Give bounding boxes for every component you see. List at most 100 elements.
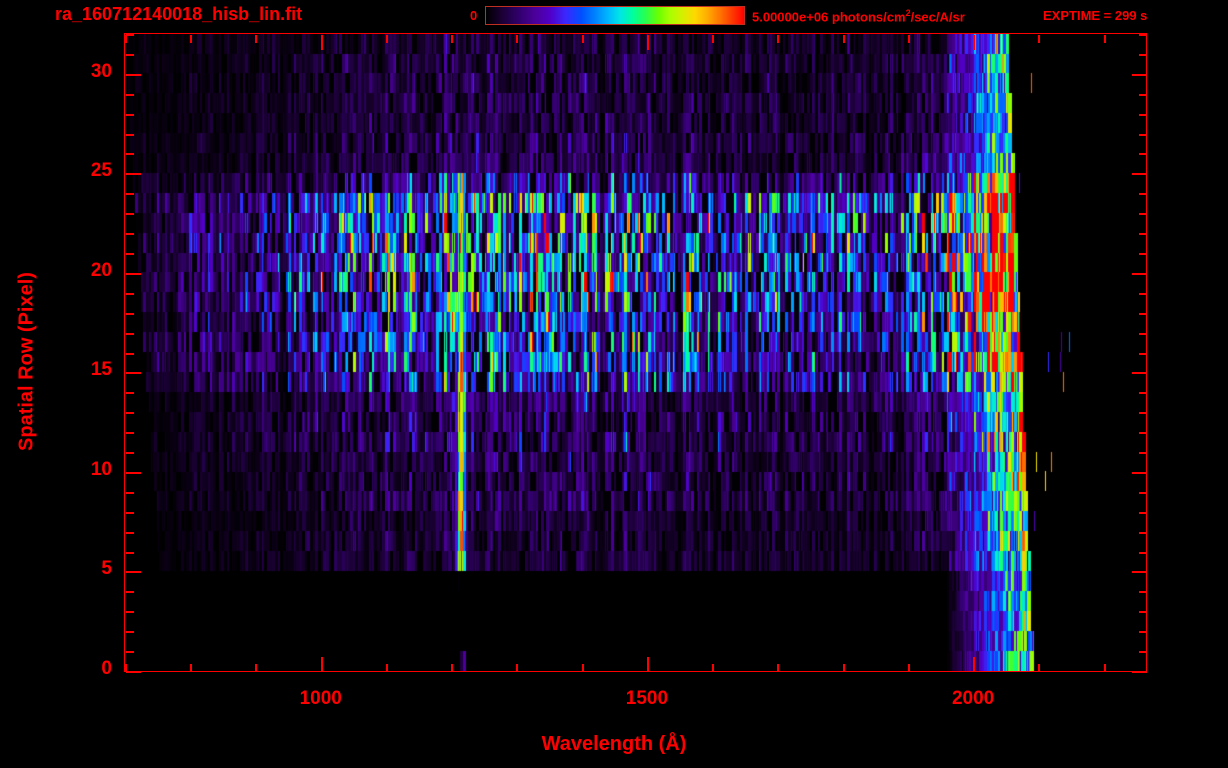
x-tick-label: 2000 — [951, 688, 995, 709]
y-major-tick-right — [1132, 273, 1147, 275]
y-minor-tick-right — [1139, 631, 1147, 633]
header-bar: ra_160712140018_hisb_lin.fit 0 5.00000e+… — [0, 0, 1228, 32]
y-minor-tick-right — [1139, 432, 1147, 434]
y-tick-label: 10 — [90, 458, 112, 480]
y-minor-tick — [126, 333, 134, 335]
y-major-tick — [126, 74, 141, 76]
y-minor-tick — [126, 651, 134, 653]
x-major-tick — [321, 657, 323, 672]
y-tick-label: 30 — [90, 60, 112, 82]
y-minor-tick — [126, 611, 134, 613]
x-minor-tick — [386, 664, 388, 672]
y-minor-tick — [126, 193, 134, 195]
y-minor-tick — [126, 94, 134, 96]
y-major-tick — [126, 571, 141, 573]
y-minor-tick-right — [1139, 591, 1147, 593]
y-minor-tick — [126, 233, 134, 235]
y-tick-label: 0 — [101, 658, 112, 679]
x-major-tick-top — [647, 35, 649, 50]
y-minor-tick — [126, 492, 134, 494]
x-minor-tick-top — [125, 35, 127, 43]
x-minor-tick-top — [451, 35, 453, 43]
y-major-tick-right — [1132, 372, 1147, 374]
y-minor-tick — [126, 532, 134, 534]
x-tick-label: 1500 — [625, 688, 669, 709]
colorbar-min-label: 0 — [470, 8, 478, 23]
y-tick-label: 20 — [90, 259, 112, 281]
y-minor-tick — [126, 591, 134, 593]
y-minor-tick-right — [1139, 552, 1147, 554]
y-minor-tick-right — [1139, 512, 1147, 514]
y-axis-title: Spatial Row (Pixel) — [15, 272, 38, 451]
y-minor-tick-right — [1139, 651, 1147, 653]
x-minor-tick-top — [908, 35, 910, 43]
plot-frame — [124, 33, 1147, 673]
y-tick-label: 5 — [101, 558, 112, 580]
x-minor-tick-top — [516, 35, 518, 43]
y-major-tick — [126, 173, 141, 175]
x-minor-tick-top — [190, 35, 192, 43]
y-minor-tick — [126, 313, 134, 315]
x-minor-tick-top — [1104, 35, 1106, 43]
y-minor-tick — [126, 114, 134, 116]
y-minor-tick-right — [1139, 313, 1147, 315]
y-minor-tick-right — [1139, 114, 1147, 116]
colorbar-max-exponent: 2 — [905, 8, 911, 18]
colorbar-max-mantissa: 5.00000e+06 photons/cm — [752, 9, 906, 25]
y-major-tick-right — [1132, 74, 1147, 76]
y-minor-tick — [126, 54, 134, 56]
y-minor-tick-right — [1139, 54, 1147, 56]
y-minor-tick — [126, 134, 134, 136]
x-major-tick-top — [321, 35, 323, 50]
colorbar-gradient — [485, 6, 745, 25]
y-minor-tick — [126, 253, 134, 255]
x-minor-tick — [908, 664, 910, 672]
y-minor-tick-right — [1139, 333, 1147, 335]
y-minor-tick-right — [1139, 134, 1147, 136]
x-minor-tick — [1104, 664, 1106, 672]
y-minor-tick-right — [1139, 193, 1147, 195]
y-minor-tick-right — [1139, 452, 1147, 454]
y-minor-tick — [126, 452, 134, 454]
y-minor-tick — [126, 631, 134, 633]
x-minor-tick — [451, 664, 453, 672]
x-minor-tick — [125, 664, 127, 672]
x-minor-tick — [1038, 664, 1040, 672]
y-minor-tick-right — [1139, 532, 1147, 534]
y-minor-tick-right — [1139, 392, 1147, 394]
x-major-tick — [647, 657, 649, 672]
y-minor-tick-right — [1139, 492, 1147, 494]
y-minor-tick — [126, 213, 134, 215]
y-minor-tick-right — [1139, 253, 1147, 255]
colorbar-max-label: 5.00000e+06 photons/cm2/sec/A/sr — [752, 8, 965, 24]
y-minor-tick — [126, 34, 134, 36]
y-minor-tick — [126, 432, 134, 434]
x-minor-tick-top — [582, 35, 584, 43]
x-major-tick-top — [973, 35, 975, 50]
x-minor-tick-top — [1038, 35, 1040, 43]
y-minor-tick-right — [1139, 233, 1147, 235]
x-minor-tick — [255, 664, 257, 672]
x-minor-tick — [777, 664, 779, 672]
y-major-tick-right — [1132, 571, 1147, 573]
y-minor-tick — [126, 412, 134, 414]
colorbar-max-tail: /sec/A/sr — [910, 9, 965, 25]
y-major-tick — [126, 372, 141, 374]
y-minor-tick-right — [1139, 611, 1147, 613]
y-minor-tick-right — [1139, 412, 1147, 414]
y-minor-tick — [126, 293, 134, 295]
y-minor-tick-right — [1139, 213, 1147, 215]
y-minor-tick-right — [1139, 293, 1147, 295]
y-minor-tick — [126, 392, 134, 394]
y-minor-tick — [126, 552, 134, 554]
y-major-tick — [126, 671, 141, 673]
y-minor-tick-right — [1139, 94, 1147, 96]
x-minor-tick — [712, 664, 714, 672]
y-major-tick-right — [1132, 671, 1147, 673]
x-minor-tick-top — [255, 35, 257, 43]
y-tick-label: 15 — [90, 359, 112, 381]
y-major-tick — [126, 273, 141, 275]
x-axis-title: Wavelength (Å) — [541, 733, 687, 755]
x-minor-tick-top — [843, 35, 845, 43]
x-minor-tick — [190, 664, 192, 672]
